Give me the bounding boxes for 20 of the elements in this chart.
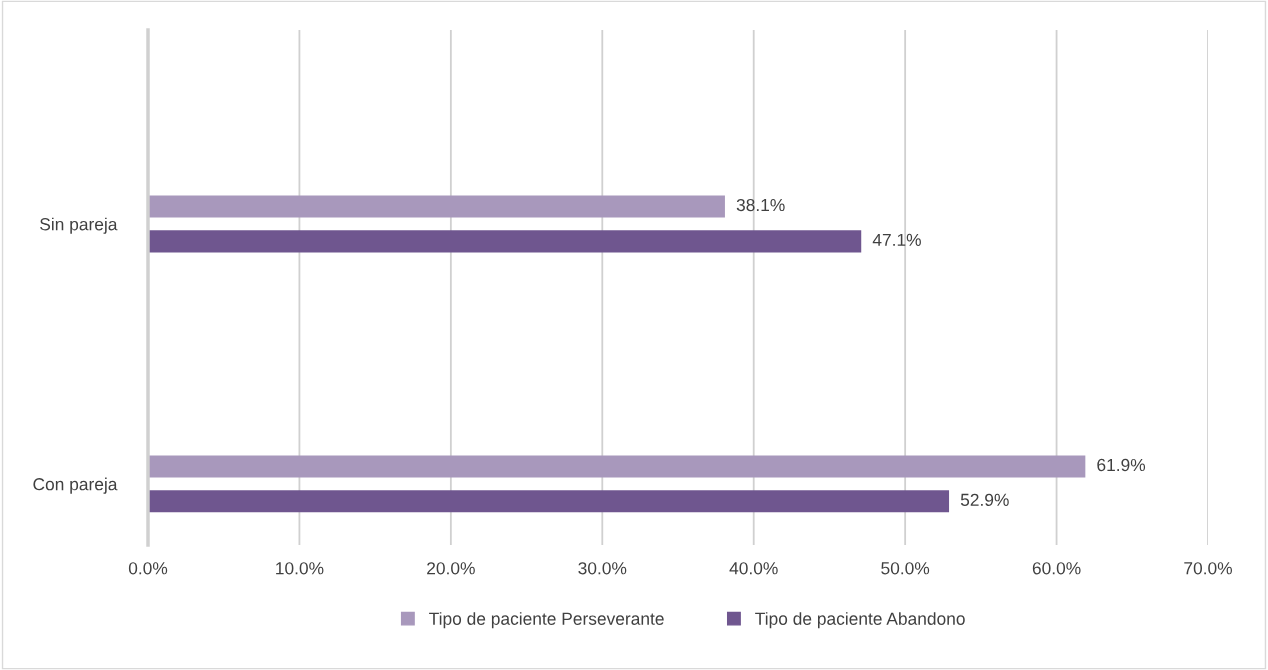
data-label: 47.1% (872, 233, 921, 246)
x-tick-label: 50.0% (881, 562, 930, 575)
data-label: 61.9% (1097, 458, 1146, 472)
x-tick-label: 20.0% (427, 562, 475, 575)
x-tick-label: 10.0% (276, 562, 324, 575)
bar (148, 455, 1086, 478)
bar (148, 230, 862, 253)
x-tick-label: 70.0% (1184, 562, 1232, 575)
bar (148, 195, 725, 218)
y-tick-label: Con pareja (33, 477, 118, 494)
legend-label: Tipo de paciente Abandono (755, 612, 965, 629)
y-tick-label: Sin pareja (40, 217, 118, 234)
bar (148, 490, 950, 513)
legend-label: Tipo de paciente Perseverante (429, 612, 664, 629)
x-tick-label: 30.0% (578, 562, 627, 575)
x-tick-label: 60.0% (1032, 562, 1081, 575)
data-label: 52.9% (960, 493, 1009, 506)
x-tick-label: 40.0% (729, 562, 778, 575)
data-label: 38.1% (736, 198, 785, 212)
x-tick-label: 0.0% (128, 562, 168, 575)
